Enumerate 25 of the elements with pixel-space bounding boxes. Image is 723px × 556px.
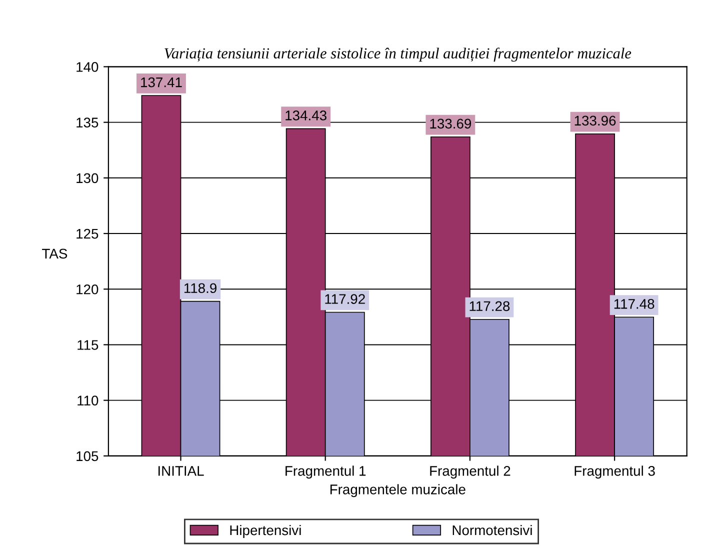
legend-label: Hipertensivi xyxy=(230,524,301,538)
chart-title: Variația tensiunii arteriale sistolice în timpul audiției fragmentelor muzicale xyxy=(164,48,632,62)
x-tick-label: Fragmentul 3 xyxy=(574,466,655,479)
y-tick-label: 135 xyxy=(76,118,98,128)
y-tick-label: 130 xyxy=(76,173,98,184)
y-tick-label: 105 xyxy=(76,451,98,462)
y-tick-label: 140 xyxy=(76,62,98,72)
y-tick-label: 125 xyxy=(76,228,98,239)
data-label: 117.48 xyxy=(614,299,654,309)
y-tick-label: 110 xyxy=(78,396,98,406)
data-label: 133.96 xyxy=(574,116,616,126)
legend-label: Normotensivi xyxy=(452,524,532,536)
data-label: 137.41 xyxy=(141,77,182,88)
y-tick-label: 115 xyxy=(78,340,98,350)
y-tick-label: 120 xyxy=(76,284,98,294)
data-label: 117.28 xyxy=(470,301,510,312)
y-axis-title: TAS xyxy=(42,248,68,259)
x-tick-label: INITIAL xyxy=(158,466,204,476)
x-axis-title: Fragmentele muzicale xyxy=(330,484,466,498)
x-tick-label: Fragmentul 1 xyxy=(286,466,366,479)
data-label: 133.69 xyxy=(430,118,472,129)
data-label: 117.92 xyxy=(325,294,365,304)
data-label: 134.43 xyxy=(286,110,326,120)
data-label: 118.9 xyxy=(184,283,216,294)
x-tick-label: Fragmentul 2 xyxy=(430,466,510,479)
